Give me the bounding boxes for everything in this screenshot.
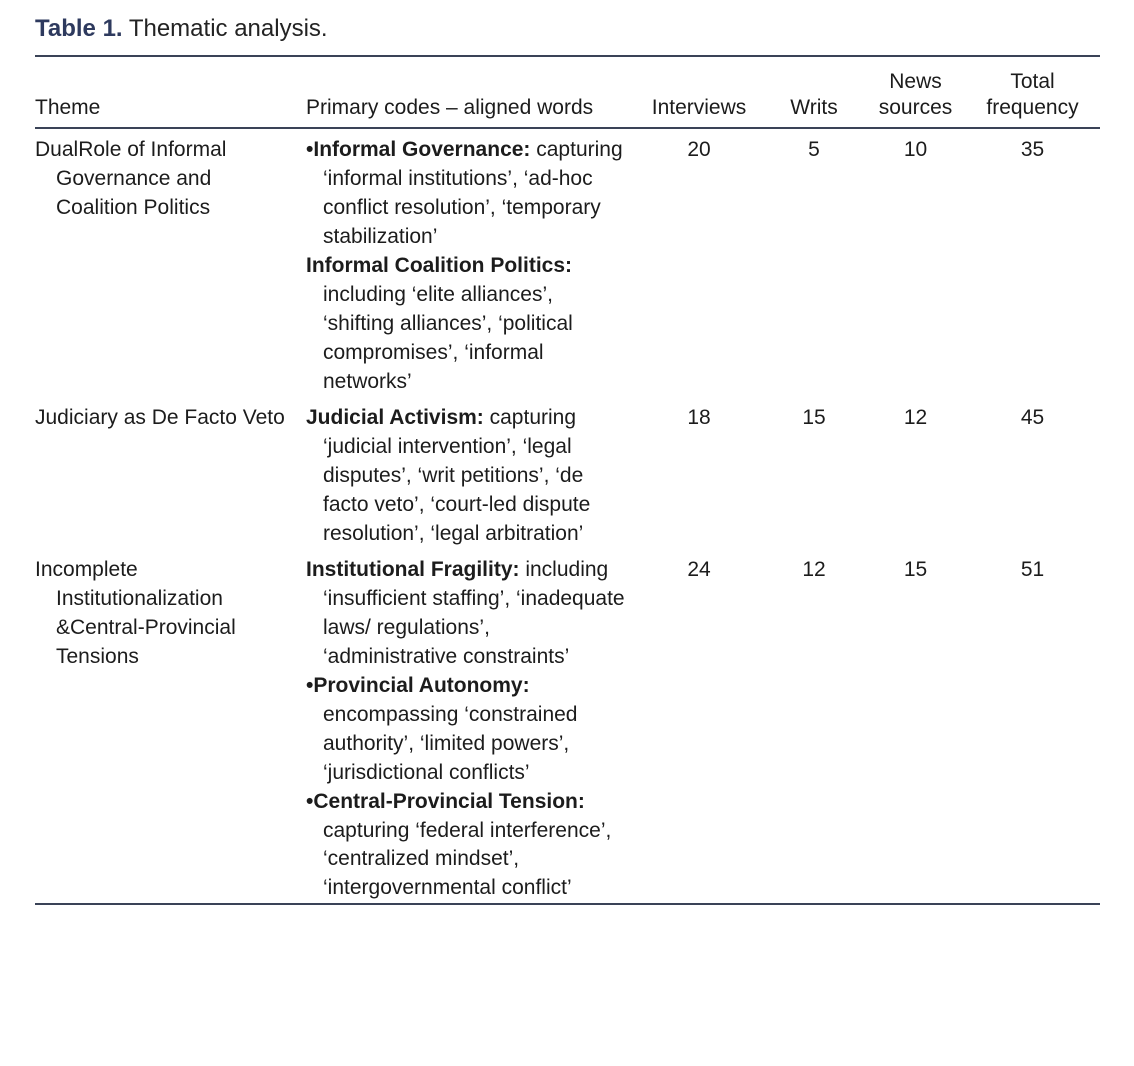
interviews-value: 24: [687, 557, 711, 581]
table-header: Theme Primary codes – aligned words Inte…: [35, 56, 1100, 130]
code-description: capturing ‘informal institutions’, ‘ad-h…: [323, 138, 623, 249]
theme-cell: Judiciary as De Facto Veto: [35, 405, 285, 429]
paper-table-figure: Table 1. Thematic analysis. Theme Primar…: [35, 14, 1100, 906]
bullet-glyph: •: [306, 673, 314, 697]
code-description: capturing ‘federal interference’, ‘centr…: [323, 818, 612, 900]
writs-value: 15: [802, 405, 826, 429]
code-label: Provincial Autonomy:: [313, 673, 530, 697]
interviews-value: 18: [687, 405, 711, 429]
table-row: Judiciary as De Facto Veto Judicial Acti…: [35, 397, 1100, 549]
writs-value: 12: [802, 557, 826, 581]
column-header-codes: Primary codes – aligned words: [306, 56, 636, 130]
primary-code-entry: •Provincial Autonomy: encompassing ‘cons…: [306, 672, 628, 788]
table-row: DualRole of Informal Governance and Coal…: [35, 128, 1100, 397]
column-header-interviews: Interviews: [636, 56, 762, 130]
thematic-analysis-table: Theme Primary codes – aligned words Inte…: [35, 55, 1100, 906]
total-frequency-value: 51: [1020, 557, 1045, 581]
primary-code-entry: Judicial Activism: capturing ‘judicial i…: [306, 404, 628, 549]
table-body: DualRole of Informal Governance and Coal…: [35, 128, 1100, 904]
primary-code-entry: Institutional Fragility: including ‘insu…: [306, 556, 628, 672]
primary-codes-cell: •Informal Governance: capturing ‘informa…: [306, 128, 636, 397]
total-frequency-value: 45: [1020, 405, 1045, 429]
table-header-row: Theme Primary codes – aligned words Inte…: [35, 56, 1100, 130]
code-description: including ‘elite alliances’, ‘shifting a…: [323, 283, 573, 393]
interviews-value: 20: [687, 138, 711, 162]
total-frequency-value: 35: [1020, 138, 1045, 162]
column-header-writs: Writs: [762, 56, 866, 130]
code-description: encompassing ‘constrained authority’, ‘l…: [323, 702, 578, 784]
theme-cell: DualRole of Informal Governance and Coal…: [35, 138, 227, 220]
code-label: Informal Governance:: [313, 138, 531, 162]
news-sources-value: 10: [903, 138, 928, 162]
column-header-total_frequency: Total frequency: [965, 56, 1100, 130]
code-label: Informal Coalition Politics:: [306, 254, 573, 278]
news-sources-value: 15: [903, 557, 928, 581]
table-row: Incomplete Institutionalization &Central…: [35, 549, 1100, 905]
code-description: capturing ‘judicial intervention’, ‘lega…: [323, 405, 591, 545]
code-label: Institutional Fragility:: [306, 557, 520, 581]
primary-codes-cell: Judicial Activism: capturing ‘judicial i…: [306, 397, 636, 549]
code-label: Judicial Activism:: [306, 405, 484, 429]
column-header-news_sources: News sources: [866, 56, 965, 130]
primary-code-entry: •Central-Provincial Tension: capturing ‘…: [306, 788, 628, 904]
primary-code-entry: •Informal Governance: capturing ‘informa…: [306, 136, 628, 252]
primary-codes-cell: Institutional Fragility: including ‘insu…: [306, 549, 636, 905]
code-description: including ‘insufficient staffing’, ‘inad…: [323, 557, 625, 668]
theme-cell: Incomplete Institutionalization &Central…: [35, 557, 236, 668]
bullet-glyph: •: [306, 138, 314, 162]
table-caption-title: Thematic analysis.: [128, 15, 328, 42]
column-header-theme: Theme: [35, 56, 306, 130]
table-caption: Table 1. Thematic analysis.: [35, 14, 1100, 44]
news-sources-value: 12: [903, 405, 928, 429]
table-caption-number: Table 1.: [35, 15, 123, 42]
primary-code-entry: Informal Coalition Politics: including ‘…: [306, 252, 628, 397]
code-label: Central-Provincial Tension:: [313, 789, 585, 813]
writs-value: 5: [808, 138, 820, 162]
bullet-glyph: •: [306, 789, 314, 813]
